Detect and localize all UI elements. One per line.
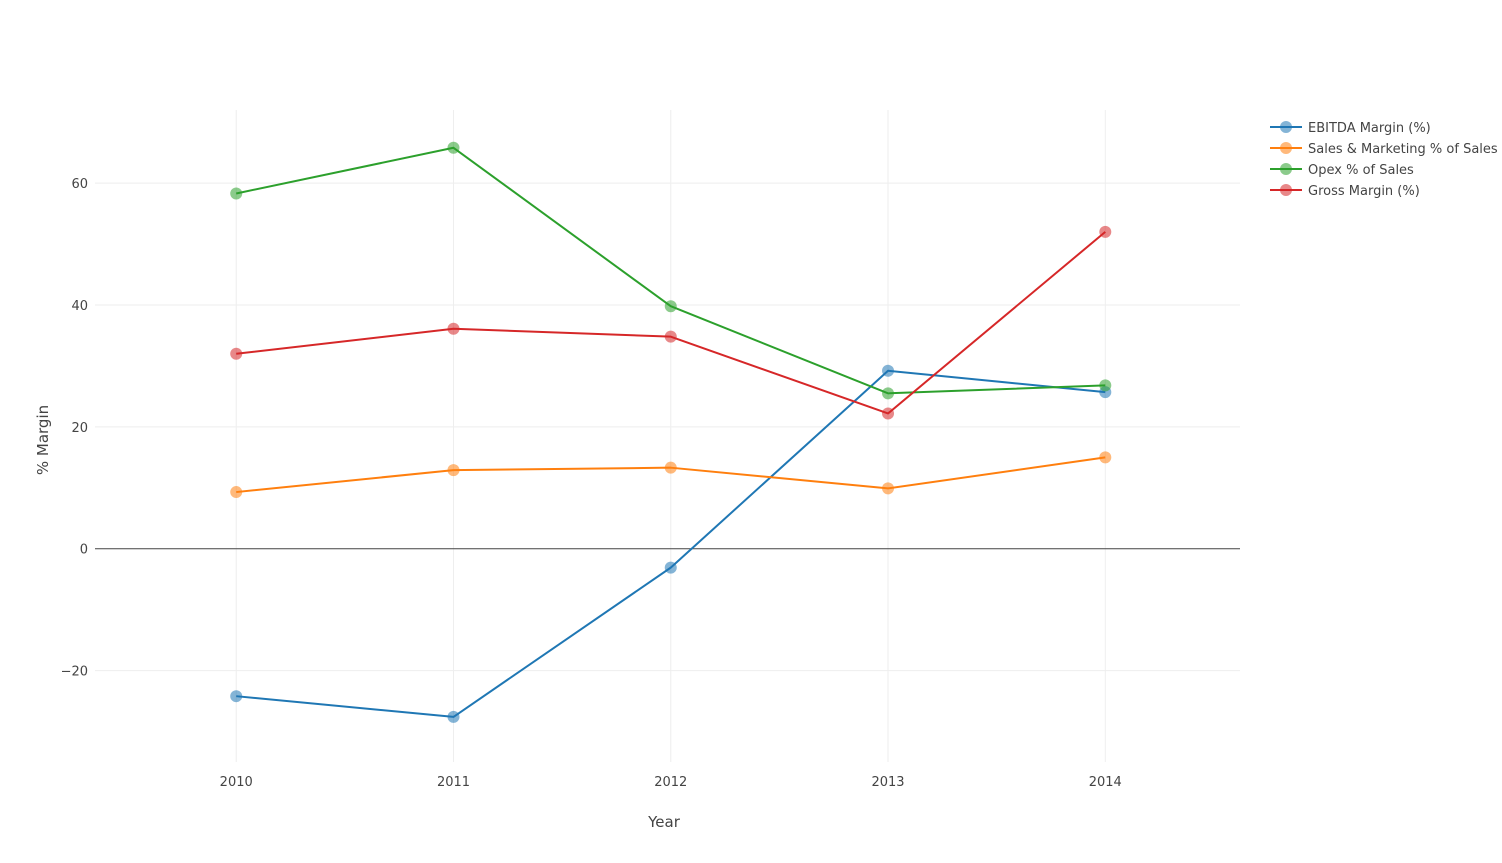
legend-item[interactable]: Opex % of Sales: [1270, 163, 1414, 178]
y-tick-label: 20: [71, 421, 88, 436]
series-3: [230, 225, 1112, 420]
legend-label: Opex % of Sales: [1308, 163, 1414, 178]
x-tick-label: 2010: [220, 775, 253, 790]
data-point[interactable]: [664, 330, 677, 343]
series-layer: [230, 141, 1112, 723]
data-point[interactable]: [230, 486, 243, 499]
y-tick-label: 40: [71, 299, 88, 314]
data-point[interactable]: [447, 464, 460, 477]
data-point[interactable]: [1099, 225, 1112, 238]
legend-label: EBITDA Margin (%): [1308, 121, 1431, 136]
series-2: [230, 141, 1112, 400]
data-point[interactable]: [664, 561, 677, 574]
data-point[interactable]: [447, 322, 460, 335]
legend-item[interactable]: Gross Margin (%): [1270, 184, 1420, 199]
legend-swatch-marker: [1280, 121, 1292, 133]
x-tick-label: 2012: [654, 775, 687, 790]
axis-layer: 2010 2011 2012 2013 2014 −20 0 20 40 60: [61, 177, 1240, 790]
y-tick-label: 0: [80, 543, 88, 558]
data-point[interactable]: [882, 407, 895, 420]
legend-label: Gross Margin (%): [1308, 184, 1420, 199]
grid-layer: [95, 110, 1240, 762]
legend-swatch-marker: [1280, 184, 1292, 196]
legend-swatch-marker: [1280, 163, 1292, 175]
data-point[interactable]: [447, 710, 460, 723]
legend-item[interactable]: Sales & Marketing % of Sales: [1270, 142, 1498, 157]
data-point[interactable]: [1099, 379, 1112, 392]
y-tick-label: 60: [71, 177, 88, 192]
x-tick-label: 2011: [437, 775, 470, 790]
data-point[interactable]: [230, 347, 243, 360]
data-point[interactable]: [230, 187, 243, 200]
legend-swatch-marker: [1280, 142, 1292, 154]
y-tick-label: −20: [61, 665, 88, 680]
legend[interactable]: EBITDA Margin (%) Sales & Marketing % of …: [1270, 121, 1498, 199]
x-tick-label: 2014: [1089, 775, 1122, 790]
data-point[interactable]: [230, 690, 243, 703]
data-point[interactable]: [664, 461, 677, 474]
legend-label: Sales & Marketing % of Sales: [1308, 142, 1498, 157]
y-axis-title: % Margin: [34, 405, 52, 475]
data-point[interactable]: [882, 364, 895, 377]
x-tick-label: 2013: [871, 775, 904, 790]
data-point[interactable]: [882, 387, 895, 400]
data-point[interactable]: [882, 482, 895, 495]
legend-item[interactable]: EBITDA Margin (%): [1270, 121, 1431, 136]
data-point[interactable]: [447, 141, 460, 154]
x-axis-title: Year: [647, 813, 681, 831]
series-1: [230, 451, 1112, 499]
data-point[interactable]: [664, 300, 677, 313]
data-point[interactable]: [1099, 451, 1112, 464]
